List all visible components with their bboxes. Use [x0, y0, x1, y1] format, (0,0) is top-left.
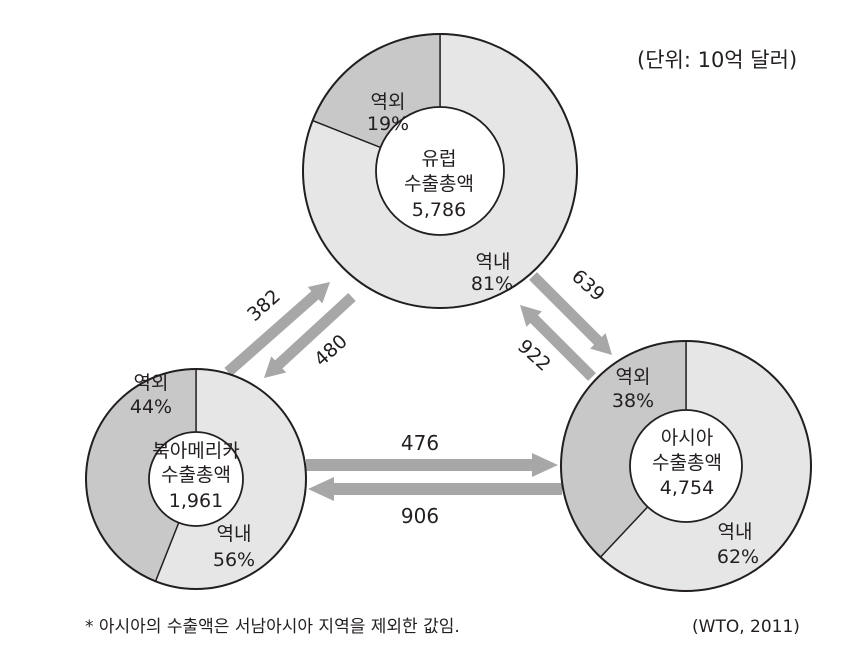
na-center [148, 431, 244, 527]
europe-total-value: 5,786 [412, 199, 466, 221]
europe-center [375, 106, 505, 236]
asia-extra-label: 역외 [616, 366, 651, 388]
na-name: 북아메리카 [152, 440, 239, 462]
footnote: * 아시아의 수출액은 서남아시아 지역을 제외한 값임. [85, 617, 460, 637]
europe-name: 유럽 [422, 148, 457, 170]
arrow-europe-to-na [264, 293, 356, 378]
europe-intra-pct: 81% [471, 273, 513, 295]
flow-arrows [224, 272, 612, 501]
source-label: (WTO, 2011) [692, 617, 800, 637]
asia-total-label: 수출총액 [652, 452, 722, 474]
na-extra-pct: 44% [130, 396, 172, 418]
flow-europe-to-asia-value: 639 [567, 265, 609, 306]
europe-intra-label: 역내 [476, 251, 511, 273]
asia-total-value: 4,754 [660, 477, 714, 499]
na-total-value: 1,961 [169, 490, 223, 512]
arrow-europe-to-asia [529, 272, 612, 355]
europe-outline [302, 33, 578, 309]
arrow-na-to-asia [306, 453, 558, 477]
asia-outline [560, 340, 812, 592]
na-intra-label: 역내 [217, 523, 252, 545]
na-total-label: 수출총액 [161, 464, 231, 486]
asia-intra-label: 역내 [718, 521, 753, 543]
europe-total-label: 수출총액 [404, 173, 474, 195]
flow-na-to-asia-value: 476 [401, 431, 439, 455]
na-extra-label: 역외 [134, 372, 169, 394]
europe-extra-label: 역외 [371, 91, 406, 113]
unit-label: (단위: 10억 달러) [637, 48, 798, 72]
arrow-asia-to-na [308, 477, 562, 501]
asia-center [629, 409, 743, 523]
asia-intra-pct: 62% [717, 546, 759, 568]
na-outline [85, 368, 307, 590]
asia-name: 아시아 [661, 427, 713, 449]
donut-europe [302, 33, 578, 309]
flow-na-to-europe-value: 382 [243, 285, 285, 326]
asia-extra-pct: 38% [612, 390, 654, 412]
arrow-asia-to-europe [520, 305, 596, 381]
donut-asia [560, 340, 812, 592]
na-intra-pct: 56% [213, 549, 255, 571]
flow-asia-to-na-value: 906 [401, 504, 439, 528]
europe-extra-pct: 19% [367, 113, 409, 135]
arrow-na-to-europe [224, 282, 330, 377]
donut-north-america [85, 368, 307, 590]
